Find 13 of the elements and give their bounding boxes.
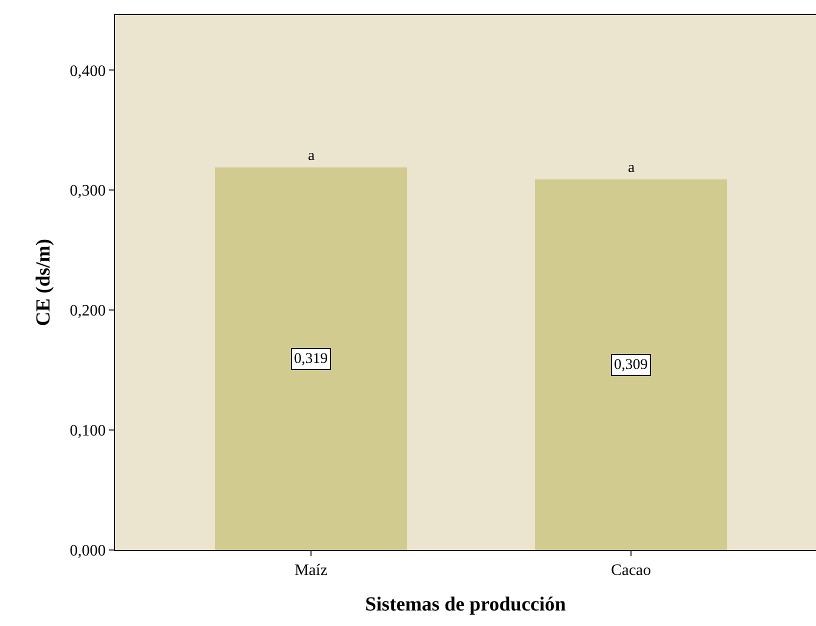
- x-tick-label: Cacao: [611, 562, 652, 580]
- data-label: 0,309: [614, 357, 648, 373]
- annotation: a: [308, 148, 315, 164]
- y-tick-label: 0,300: [70, 182, 106, 200]
- y-tick-label: 0,000: [70, 542, 106, 560]
- x-tick-label: Maíz: [294, 562, 328, 580]
- y-tick-label: 0,100: [70, 422, 106, 440]
- data-label: 0,319: [294, 351, 328, 367]
- x-axis-title: Sistemas de producción: [365, 594, 566, 616]
- y-axis-title: CE (ds/m): [32, 238, 54, 326]
- y-tick-label: 0,200: [70, 302, 106, 320]
- annotation: a: [628, 160, 635, 176]
- y-tick-label: 0,400: [70, 62, 106, 80]
